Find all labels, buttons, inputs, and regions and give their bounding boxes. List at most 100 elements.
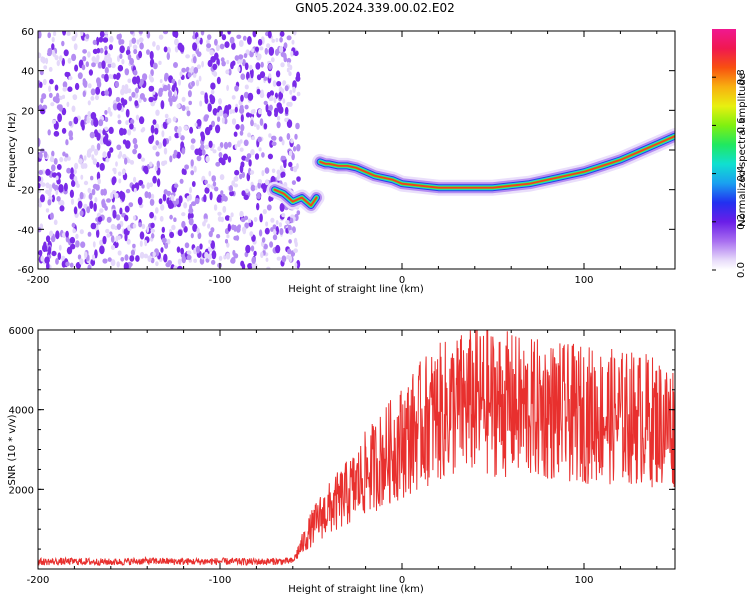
noise-speck xyxy=(66,31,71,36)
noise-speck xyxy=(250,70,254,79)
noise-speck xyxy=(269,90,274,97)
noise-speck xyxy=(144,191,149,199)
noise-speck xyxy=(71,35,77,42)
noise-speck xyxy=(256,88,261,95)
noise-speck xyxy=(135,87,139,94)
noise-speck xyxy=(260,61,264,68)
noise-speck xyxy=(128,202,134,208)
noise-speck xyxy=(161,130,165,138)
noise-speck xyxy=(286,57,292,64)
noise-speck xyxy=(116,144,122,151)
noise-speck xyxy=(51,194,55,203)
noise-speck xyxy=(71,105,76,113)
noise-speck xyxy=(66,167,71,174)
noise-speck xyxy=(65,230,69,238)
noise-speck xyxy=(150,193,155,200)
noise-speck xyxy=(235,235,240,241)
noise-speck xyxy=(263,123,268,130)
noise-speck xyxy=(120,88,125,96)
noise-speck xyxy=(186,195,190,202)
noise-speck xyxy=(91,188,96,196)
noise-speck xyxy=(264,227,270,235)
noise-speck xyxy=(279,202,285,212)
noise-speck xyxy=(52,183,56,189)
noise-speck xyxy=(48,246,52,256)
noise-speck xyxy=(117,64,124,72)
noise-speck xyxy=(219,43,225,50)
noise-speck xyxy=(161,237,167,244)
noise-speck xyxy=(227,223,231,232)
noise-speck xyxy=(189,186,192,194)
noise-speck xyxy=(284,117,289,123)
noise-speck xyxy=(208,247,213,252)
noise-speck xyxy=(191,80,195,87)
noise-speck xyxy=(96,143,101,151)
noise-speck xyxy=(288,101,293,107)
noise-speck xyxy=(253,122,257,127)
noise-speck xyxy=(171,84,176,93)
noise-speck xyxy=(42,104,48,110)
noise-speck xyxy=(276,169,281,176)
noise-speck xyxy=(286,67,290,73)
noise-speck xyxy=(46,51,52,57)
noise-speck xyxy=(123,262,129,269)
noise-speck xyxy=(250,184,256,192)
noise-speck xyxy=(212,63,218,70)
noise-speck xyxy=(125,120,129,126)
noise-speck xyxy=(87,187,92,194)
noise-speck xyxy=(98,119,104,127)
noise-speck xyxy=(271,141,277,146)
noise-speck xyxy=(246,71,250,81)
noise-speck xyxy=(68,75,73,81)
noise-speck xyxy=(132,215,136,221)
noise-speck xyxy=(107,63,112,68)
noise-speck xyxy=(96,161,100,168)
noise-speck xyxy=(131,37,137,44)
noise-speck xyxy=(224,41,230,48)
noise-speck xyxy=(284,106,289,115)
noise-speck xyxy=(76,183,80,188)
noise-speck xyxy=(240,114,244,123)
noise-speck xyxy=(255,62,261,70)
noise-speck xyxy=(81,123,85,131)
noise-speck xyxy=(90,88,96,96)
noise-speck xyxy=(206,39,210,45)
noise-speck xyxy=(241,190,246,197)
noise-speck xyxy=(116,223,121,230)
noise-speck xyxy=(90,112,97,120)
noise-speck xyxy=(185,106,190,111)
noise-speck xyxy=(186,250,192,255)
noise-speck xyxy=(72,169,77,175)
noise-speck xyxy=(95,94,99,101)
noise-speck xyxy=(231,42,236,50)
noise-speck xyxy=(288,161,293,168)
noise-speck xyxy=(233,224,237,232)
noise-speck xyxy=(164,75,168,82)
noise-speck xyxy=(55,189,59,195)
noise-speck xyxy=(204,144,210,150)
noise-speck xyxy=(233,176,238,182)
noise-speck xyxy=(109,147,114,153)
noise-speck xyxy=(224,215,231,221)
noise-speck xyxy=(226,84,230,91)
noise-speck xyxy=(174,183,179,188)
noise-speck xyxy=(77,72,83,80)
noise-speck xyxy=(160,100,165,110)
noise-speck xyxy=(146,226,150,233)
noise-speck xyxy=(166,52,170,60)
noise-speck xyxy=(277,104,283,113)
noise-speck xyxy=(176,151,181,159)
noise-speck xyxy=(259,118,264,126)
y-tick-label: -40 xyxy=(18,225,34,236)
noise-speck xyxy=(286,133,291,140)
noise-speck xyxy=(47,32,51,39)
noise-speck xyxy=(165,262,171,268)
x-tick-label: -200 xyxy=(27,575,50,586)
noise-speck xyxy=(251,256,256,264)
x-tick-label: -100 xyxy=(209,275,232,286)
noise-speck xyxy=(124,68,130,76)
noise-speck xyxy=(156,178,161,188)
noise-speck xyxy=(244,222,249,229)
noise-speck xyxy=(130,31,134,35)
